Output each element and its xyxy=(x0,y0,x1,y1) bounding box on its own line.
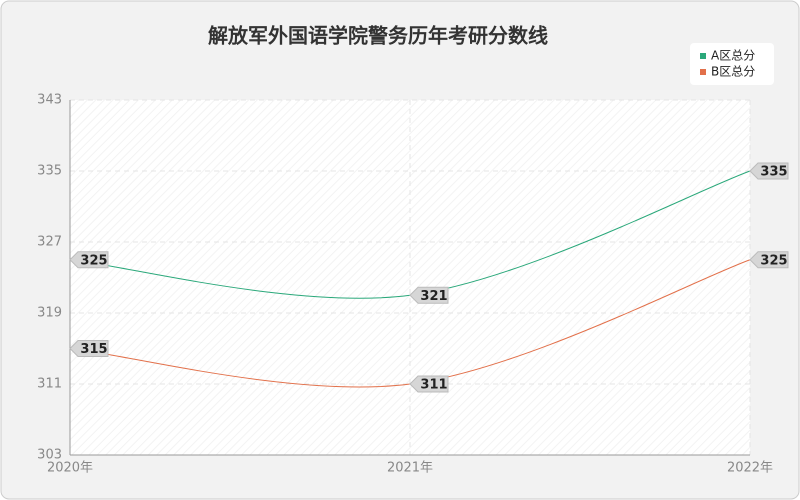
data-label: 325 xyxy=(760,253,787,268)
data-label: 311 xyxy=(420,378,447,393)
data-label-tag xyxy=(749,251,789,269)
data-label-tag xyxy=(409,375,449,393)
y-tick-label: 327 xyxy=(37,235,62,250)
y-tick-label: 319 xyxy=(37,306,62,321)
chart-title: 解放军外国语学院警务历年考研分数线 xyxy=(208,24,548,48)
legend-label: B区总分 xyxy=(711,65,755,79)
y-tick-label: 303 xyxy=(37,448,62,463)
data-label-tag xyxy=(69,251,109,269)
plot-area xyxy=(70,100,750,455)
legend-label: A区总分 xyxy=(711,49,755,63)
x-tick-label: 2022年 xyxy=(727,461,773,476)
data-label-tag xyxy=(749,162,789,180)
legend-marker xyxy=(700,69,706,75)
data-label: 321 xyxy=(420,289,447,304)
x-tick-label: 2021年 xyxy=(387,461,433,476)
data-label: 315 xyxy=(80,342,107,357)
y-tick-label: 335 xyxy=(37,164,62,179)
y-tick-label: 311 xyxy=(37,377,62,392)
y-tick-label: 343 xyxy=(37,93,62,108)
data-label-tag xyxy=(69,340,109,357)
legend-box xyxy=(690,43,774,85)
data-label: 325 xyxy=(80,253,107,268)
x-tick-label: 2020年 xyxy=(47,461,93,476)
legend-marker xyxy=(700,53,706,59)
data-label: 335 xyxy=(760,165,787,180)
data-label-tag xyxy=(409,286,449,304)
